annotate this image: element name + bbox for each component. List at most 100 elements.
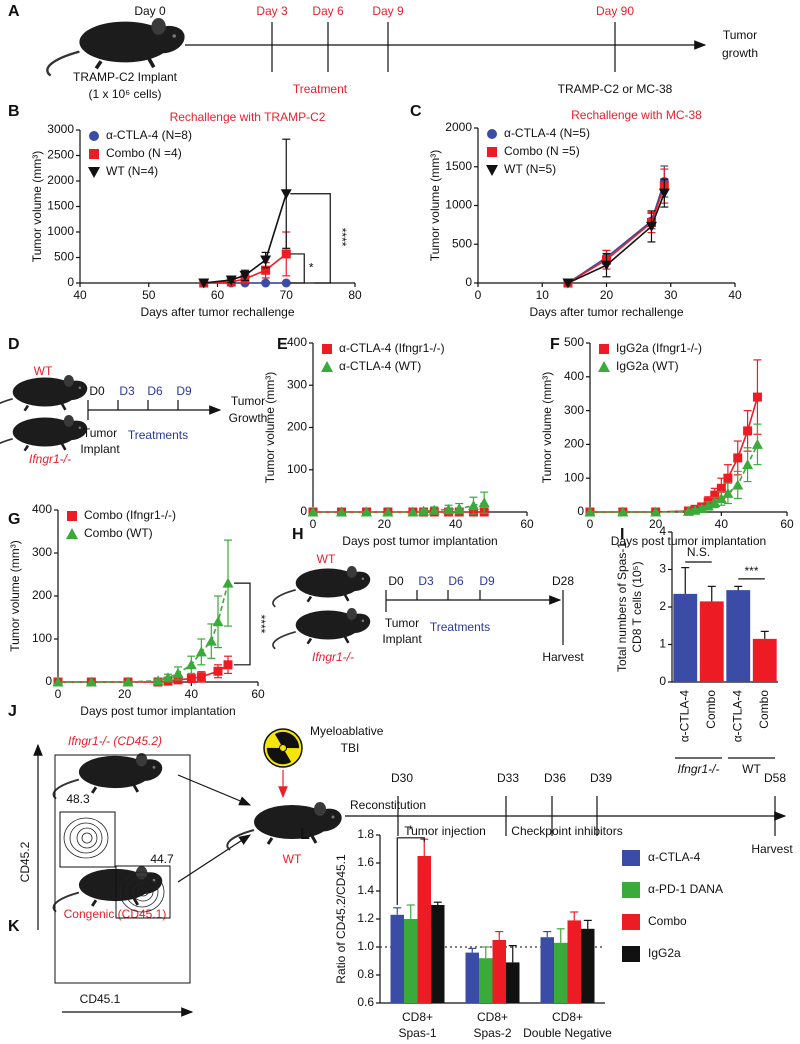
legend-label: Combo [648,914,687,928]
marker [281,249,291,259]
implant-label: Tumor [385,616,419,630]
marker [212,616,224,627]
day-label: D9 [479,574,495,588]
rechallenge-label: TRAMP-C2 or MC-38 [558,82,673,96]
implant-label: Tumor [83,426,117,440]
bar [726,590,751,682]
bar [465,952,479,1003]
donor-label: Ifngr1-/- (CD45.2) [68,734,162,748]
marker [52,676,64,687]
marker [186,674,196,684]
series-line [590,396,759,513]
marker [225,275,237,286]
day-label: D58 [764,771,786,785]
y-tick-label: 4 [659,524,666,538]
marker [486,165,498,176]
marker [598,361,610,372]
implant-label: Implant [80,442,120,456]
y-tick-label: 0.8 [357,967,374,981]
x-tick-label: 60 [780,517,794,531]
series-line [567,192,666,284]
bracket [234,582,251,666]
legend-swatch [622,882,640,898]
marker [743,426,753,436]
x-axis-label: Days post tumor implantation [611,534,766,548]
marker [122,676,134,687]
legend-swatch [622,946,640,962]
x-tick-label: 0 [55,687,62,701]
x-tick-label: 20 [118,687,132,701]
x-tick-label: 0 [475,288,482,302]
marker [617,506,629,517]
x-tick-label: CD8+ [402,1010,433,1024]
end-label: growth [722,46,758,60]
x-tick-label: α-CTLA-4 [677,690,691,743]
y-tick-label: 1500 [445,159,472,173]
arrow [177,834,252,883]
panel-label: B [8,103,20,120]
marker [645,221,657,232]
marker [260,255,272,266]
bar [404,919,418,1003]
y-axis-label: Ratio of CD45.2/CD45.1 [334,854,348,984]
legend-label: α-CTLA-4 (N=8) [106,128,192,142]
reconstitution-label: Reconstitution [350,798,426,812]
y-tick-label: 2000 [47,173,74,187]
x-tick-label: 40 [185,687,199,701]
marker [361,506,372,517]
legend-label: IgG2a [648,946,681,960]
x-tick-label: 40 [73,288,87,302]
legend-label: IgG2a (Ifngr1-/-) [616,341,702,355]
panel-label: H [292,526,304,543]
bar [567,920,581,1003]
marker [487,147,497,157]
y-axis-label: Tumor volume (mm³) [428,150,442,262]
panel-label: D [8,336,20,353]
marker [382,506,394,517]
series-line [203,193,288,284]
marker [88,167,100,178]
bar [492,940,506,1003]
x-axis-label: Days post tumor implantation [342,534,497,548]
mouse-icon [0,413,91,458]
x-tick-label: 40 [728,288,742,302]
y-tick-label: 0 [577,504,584,518]
x-tick-label: 70 [280,288,294,302]
y-tick-label: 2500 [47,148,74,162]
day-label: D0 [388,574,404,588]
marker [650,506,662,517]
legend-swatch [622,914,640,930]
marker [222,577,234,588]
y-tick-label: 1.0 [357,939,374,953]
day-label: D3 [119,384,135,398]
y-tick-label: 1000 [47,224,74,238]
x-tick-label: 0 [310,517,317,531]
day-label: D33 [497,771,519,785]
legend-label: IgG2a (WT) [616,359,679,373]
marker [584,506,596,517]
bar [752,638,777,682]
mouse-icon [225,800,346,852]
day-label: D6 [147,384,163,398]
panel-k: K CD45.2 CD45.1 48.3 44.7 [8,743,194,1017]
panel-label: L [300,826,310,843]
x-axis-label: Days post tumor implantation [80,704,235,718]
radiation-icon [263,728,303,768]
marker [715,492,727,503]
marker [89,149,99,159]
marker [85,676,97,687]
x-tick-label: 20 [600,288,614,302]
legend-label: WT (N=4) [106,164,158,178]
marker [67,511,77,521]
panel-a: A Day 0 Day 3 Day 6 Day 9 Day 90 Tumor g… [8,3,758,101]
marker [336,506,348,517]
marker [709,497,721,508]
x-tick-label: 50 [142,288,156,302]
marker [223,660,233,670]
legend-label: WT (N=5) [504,162,556,176]
y-tick-label: 200 [564,437,584,451]
implant-label: TRAMP-C2 Implant [73,70,178,84]
x-tick-label: 20 [649,517,663,531]
gate-value: 44.7 [150,852,174,866]
panel-label: G [8,511,20,528]
